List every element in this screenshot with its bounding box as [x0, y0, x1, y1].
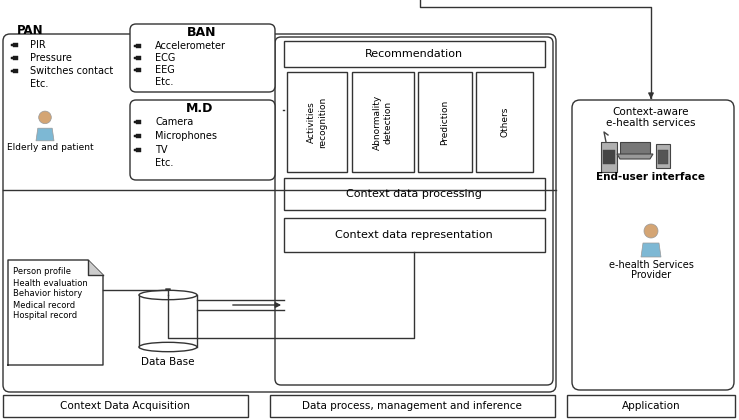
- Bar: [134, 58, 136, 59]
- Text: EEG: EEG: [155, 65, 174, 75]
- Circle shape: [644, 224, 658, 238]
- Text: Others: Others: [500, 107, 509, 137]
- Text: Data process, management and inference: Data process, management and inference: [302, 401, 522, 411]
- Polygon shape: [620, 142, 650, 154]
- FancyBboxPatch shape: [130, 100, 275, 180]
- Text: e-health Services: e-health Services: [608, 260, 693, 270]
- Text: Recommendation: Recommendation: [365, 49, 463, 59]
- Bar: [567, 395, 735, 417]
- Bar: [136, 147, 141, 152]
- Bar: [134, 135, 136, 136]
- Bar: [13, 42, 18, 47]
- Bar: [134, 45, 136, 46]
- Text: Application: Application: [621, 401, 681, 411]
- Bar: [134, 57, 136, 58]
- Text: Accelerometer: Accelerometer: [155, 41, 226, 51]
- Text: Abnormality
detection: Abnormality detection: [373, 94, 392, 150]
- Bar: [11, 70, 13, 71]
- Text: Prediction: Prediction: [440, 100, 449, 144]
- Text: Context Data Acquisition: Context Data Acquisition: [60, 401, 190, 411]
- Text: End-user interface: End-user interface: [596, 172, 706, 182]
- Bar: [13, 68, 18, 74]
- FancyBboxPatch shape: [572, 100, 734, 390]
- Text: ECG: ECG: [155, 53, 175, 63]
- Text: Elderly and patient: Elderly and patient: [7, 144, 93, 152]
- Text: Hospital record: Hospital record: [13, 312, 77, 320]
- Text: PAN: PAN: [17, 24, 44, 37]
- Polygon shape: [36, 128, 54, 141]
- Bar: [136, 134, 141, 139]
- Text: M.D: M.D: [186, 102, 214, 116]
- Bar: [11, 45, 13, 46]
- Ellipse shape: [139, 290, 197, 300]
- Bar: [11, 44, 13, 45]
- Bar: [134, 149, 136, 150]
- Ellipse shape: [139, 342, 197, 352]
- Bar: [136, 55, 141, 60]
- Polygon shape: [641, 243, 661, 257]
- FancyBboxPatch shape: [130, 24, 275, 92]
- Text: Health evaluation: Health evaluation: [13, 278, 88, 288]
- Bar: [658, 150, 668, 164]
- Bar: [418, 72, 472, 172]
- Bar: [13, 55, 18, 60]
- Text: Context data representation: Context data representation: [335, 230, 493, 240]
- Bar: [603, 150, 615, 164]
- Polygon shape: [88, 260, 103, 275]
- Polygon shape: [8, 260, 103, 365]
- Bar: [3, 395, 248, 417]
- Text: Etc.: Etc.: [30, 79, 48, 89]
- Circle shape: [38, 111, 51, 124]
- Bar: [139, 295, 197, 347]
- Text: Activities
recognition: Activities recognition: [307, 96, 327, 147]
- Text: Person profile: Person profile: [13, 268, 71, 276]
- Bar: [136, 44, 141, 48]
- Bar: [284, 218, 545, 252]
- Text: BAN: BAN: [187, 26, 217, 39]
- Bar: [11, 71, 13, 72]
- Text: Provider: Provider: [631, 270, 671, 280]
- Polygon shape: [617, 154, 653, 159]
- Text: Context-aware: Context-aware: [613, 107, 689, 117]
- Bar: [134, 70, 136, 71]
- Text: Data Base: Data Base: [141, 357, 195, 367]
- Bar: [134, 46, 136, 47]
- Bar: [134, 121, 136, 122]
- Bar: [284, 178, 545, 210]
- Text: Medical record: Medical record: [13, 300, 75, 310]
- Bar: [287, 72, 347, 172]
- Bar: [11, 57, 13, 58]
- Text: Etc.: Etc.: [155, 77, 174, 87]
- FancyBboxPatch shape: [275, 37, 553, 385]
- Text: Context data processing: Context data processing: [346, 189, 482, 199]
- Bar: [134, 136, 136, 137]
- Bar: [11, 58, 13, 59]
- Bar: [136, 120, 141, 124]
- Bar: [352, 72, 414, 172]
- Bar: [136, 68, 141, 72]
- Bar: [134, 122, 136, 123]
- Bar: [601, 142, 617, 172]
- Text: Camera: Camera: [155, 117, 194, 127]
- Text: Pressure: Pressure: [30, 53, 72, 63]
- FancyBboxPatch shape: [3, 34, 556, 392]
- Text: Microphones: Microphones: [155, 131, 217, 141]
- Text: Behavior history: Behavior history: [13, 289, 82, 299]
- Ellipse shape: [139, 290, 197, 300]
- Bar: [656, 144, 670, 168]
- Bar: [134, 69, 136, 70]
- Bar: [284, 41, 545, 67]
- Bar: [476, 72, 533, 172]
- Text: Switches contact: Switches contact: [30, 66, 113, 76]
- Text: PIR: PIR: [30, 40, 46, 50]
- Bar: [270, 395, 555, 417]
- Text: Etc.: Etc.: [155, 158, 174, 168]
- Text: TV: TV: [155, 145, 168, 155]
- Text: e-health services: e-health services: [606, 118, 695, 128]
- Bar: [134, 150, 136, 151]
